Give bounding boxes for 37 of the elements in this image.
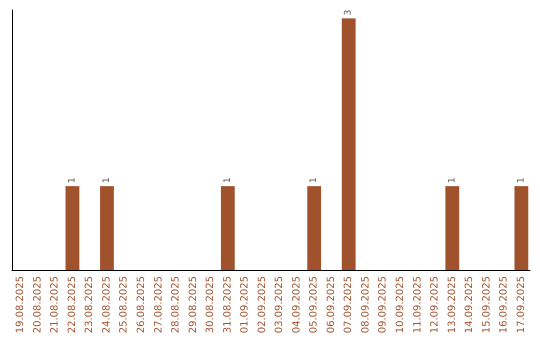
x-tick-label: 29.08.2025 [188, 276, 199, 334]
x-tick-label: 24.08.2025 [101, 276, 112, 334]
x-tick-label: 27.08.2025 [153, 276, 164, 334]
data-label: 1 [222, 177, 233, 184]
x-tick-label: 22.08.2025 [66, 276, 78, 334]
data-label: 1 [447, 177, 458, 184]
x-tick-label: 01.09.2025 [240, 276, 251, 334]
x-tick-label: 21.08.2025 [50, 276, 61, 334]
x-tick-label: 19.08.2025 [15, 276, 26, 334]
x-tick-label: 15.09.2025 [481, 276, 492, 334]
x-tick-label: 02.09.2025 [256, 276, 268, 334]
x-tick-label: 17.09.2025 [516, 276, 527, 334]
x-tick-label: 06.09.2025 [326, 276, 337, 334]
x-tick-label: 09.09.2025 [378, 276, 389, 334]
data-label: 1 [309, 177, 320, 184]
x-tick-label: 28.08.2025 [170, 276, 182, 334]
x-tick-label: 16.09.2025 [498, 276, 510, 334]
x-tick-label: 10.09.2025 [395, 276, 406, 334]
data-label: 1 [67, 177, 78, 184]
x-tick-label: 05.09.2025 [308, 276, 320, 334]
data-label: 1 [516, 177, 526, 184]
x-tick-label: 26.08.2025 [136, 276, 147, 334]
x-tick-label: 04.09.2025 [291, 276, 302, 334]
x-tick-label: 30.08.2025 [205, 276, 216, 334]
x-tick-label: 23.08.2025 [84, 276, 96, 334]
data-label: 1 [102, 177, 112, 184]
x-tick-label: 03.09.2025 [274, 276, 286, 334]
x-tick-label: 13.09.2025 [446, 276, 458, 334]
x-tick-label: 20.08.2025 [32, 276, 44, 334]
x-tick-label: 07.09.2025 [343, 276, 354, 334]
x-tick-label: 12.09.2025 [430, 276, 441, 334]
data-label: 3 [344, 10, 354, 16]
x-tick-label: 08.09.2025 [360, 276, 372, 334]
x-tick-label: 25.08.2025 [118, 276, 130, 334]
x-tick-label: 11.09.2025 [412, 276, 424, 334]
x-tick-label: 14.09.2025 [464, 276, 476, 334]
x-tick-label: 31.08.2025 [222, 276, 234, 334]
